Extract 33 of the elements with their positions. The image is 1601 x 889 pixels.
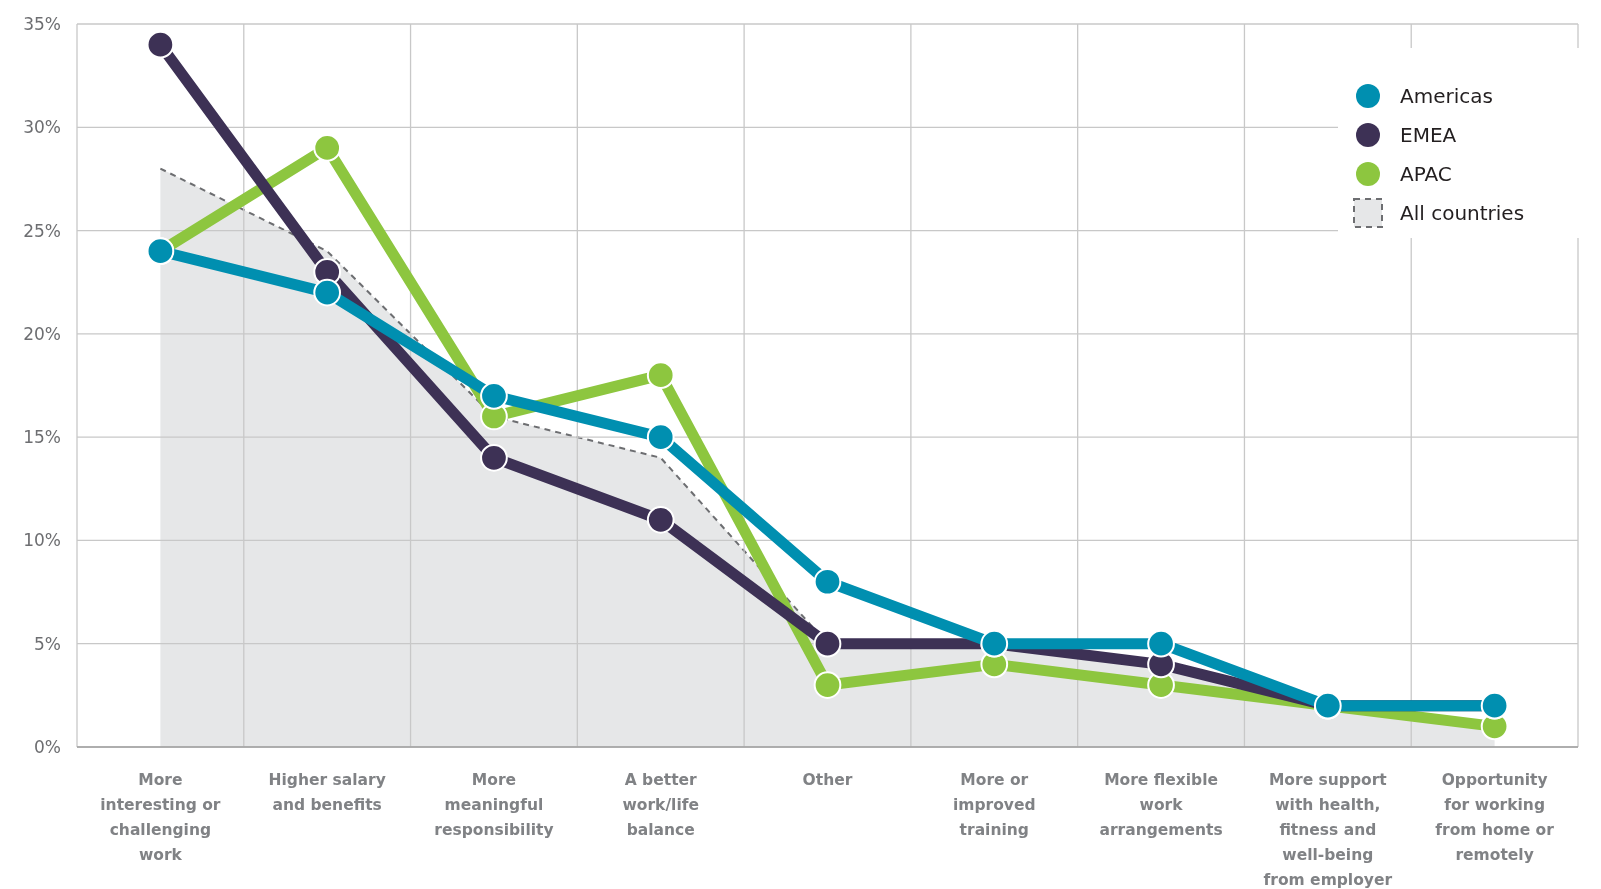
y-tick-label: 5% <box>34 633 61 654</box>
legend-label: APAC <box>1400 162 1452 186</box>
point <box>1147 629 1175 658</box>
x-tick-label: Opportunity for working from home or remotely <box>1435 771 1555 864</box>
x-tick-label: A better work/life balance <box>622 771 699 839</box>
y-tick-label: 15% <box>23 427 61 448</box>
x-tick-label: More support with health, fitness and well-being from employer <box>1263 771 1393 889</box>
point <box>480 381 508 410</box>
y-tick-label: 20% <box>23 323 61 344</box>
point <box>813 567 842 596</box>
y-tick-label: 10% <box>23 530 61 551</box>
point <box>813 629 842 658</box>
point <box>146 30 175 59</box>
x-tick-label: More interesting or challenging work <box>100 771 221 864</box>
point <box>646 505 675 534</box>
y-tick-label: 30% <box>23 117 61 138</box>
legend-label: Americas <box>1400 84 1493 108</box>
x-tick-label: Higher salary and benefits <box>268 771 386 814</box>
point <box>646 361 675 390</box>
y-tick-label: 35% <box>23 13 61 34</box>
legend-label: EMEA <box>1400 123 1457 147</box>
point <box>646 423 675 451</box>
point <box>813 671 842 699</box>
point <box>313 134 342 162</box>
y-tick-label: 0% <box>34 736 61 757</box>
x-tick-label: Other <box>802 771 853 789</box>
y-tick-label: 25% <box>23 220 61 241</box>
legend-label: All countries <box>1400 201 1525 225</box>
x-tick-label: More meaningful responsibility <box>434 771 554 839</box>
x-tick-label: More flexible work arrangements <box>1099 771 1223 839</box>
point <box>480 443 508 472</box>
point <box>313 278 342 307</box>
x-tick-label: More or improved training <box>952 771 1036 839</box>
